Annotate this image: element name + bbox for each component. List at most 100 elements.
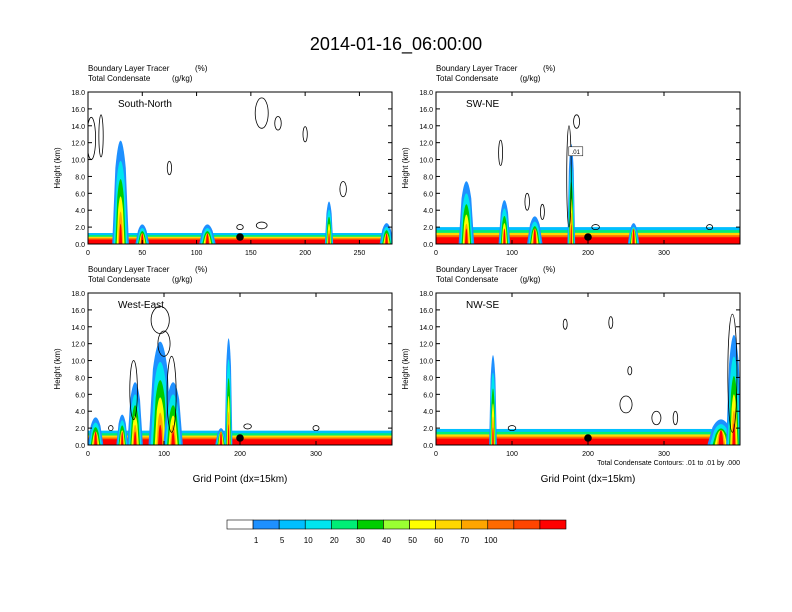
y-tick-label: 0.0 [423,443,433,450]
panels: 0.0 2.0 4.0 6.0 8.0 10.0 12.0 14.0 16.0 18.0 0 50 10… [53,64,741,485]
y-tick-label: 4.0 [423,409,433,416]
condensate-contour [98,114,104,158]
contour-label: .01 [572,150,581,156]
x-tick-label: 250 [354,250,366,257]
contour-info: Total Condensate Contours: .01 to .01 by… [597,460,740,467]
y-tick-label: 2.0 [423,426,433,433]
y-tick-label: 8.0 [75,375,85,382]
x-tick-label: 300 [310,451,322,458]
y-tick-label: 8.0 [75,174,85,181]
colorbar-swatch [435,519,462,530]
condensate-contour [619,395,633,414]
x-axis-label: Grid Point (dx=15km) [541,474,636,485]
colorbar-label: 40 [382,536,391,545]
condensate-contour [706,224,714,231]
x-axis-label: Grid Point (dx=15km) [193,474,288,485]
location-marker [584,434,592,442]
condensate-contour [608,316,614,329]
field-units: (%) [543,64,556,73]
field-title: Boundary Layer Tracer [436,64,518,73]
x-tick-label: 300 [658,250,670,257]
panel-west-east: 0.0 2.0 4.0 6.0 8.0 10.0 12.0 14.0 16.0 18.0 0 100 2… [53,265,393,485]
field-units: (%) [195,265,208,274]
tracer-plume [570,224,573,244]
y-tick-label: 10.0 [419,359,433,366]
colorbar: 1 5 10 20 30 40 50 60 70 100 [226,519,567,545]
x-tick-label: 0 [86,451,90,458]
plot-frame [435,292,741,446]
y-tick-label: 12.0 [71,141,85,148]
condensate-contour [255,221,268,230]
overlay-title: Total Condensate [88,275,151,284]
condensate-contour [627,366,633,376]
y-tick-label: 4.0 [75,409,85,416]
colorbar-swatch [357,519,384,530]
tracer-plume [133,431,137,445]
x-tick-label: 200 [582,250,594,257]
colorbar-label: 60 [434,536,443,545]
condensate-contour [573,114,581,129]
y-tick-label: 2.0 [75,426,85,433]
field-title: Boundary Layer Tracer [436,265,518,274]
colorbar-swatch [409,519,436,530]
condensate-contour [243,423,252,430]
tracer-plume [718,430,724,445]
condensate-contour [339,181,347,198]
field-units: (%) [195,64,208,73]
panel-label: SW-NE [466,99,499,110]
colorbar-label: 10 [304,536,313,545]
tracer-plume [205,233,209,244]
colorbar-label: 1 [254,536,259,545]
y-tick-label: 16.0 [419,308,433,315]
y-tick-label: 18.0 [71,291,85,298]
y-tick-label: 6.0 [423,191,433,198]
field-title: Boundary Layer Tracer [88,265,170,274]
condensate-contour [507,425,517,432]
plot-frame [87,91,393,245]
overlay-title: Total Condensate [88,74,151,83]
plot-area [88,306,392,445]
overlay-title: Total Condensate [436,74,499,83]
condensate-contour [566,125,572,228]
y-tick-label: 2.0 [75,225,85,232]
panel-label: West-East [118,300,164,311]
y-tick-label: 16.0 [71,107,85,114]
tracer-plume [140,233,144,244]
y-tick-label: 8.0 [423,375,433,382]
condensate-contour [108,425,114,432]
y-tick-label: 2.0 [423,225,433,232]
tracer-plume [227,424,230,445]
y-tick-label: 14.0 [419,325,433,332]
y-tick-label: 8.0 [423,174,433,181]
x-tick-label: 0 [434,250,438,257]
colorbar-label: 100 [484,536,498,545]
panel-nw-se: 0.0 2.0 4.0 6.0 8.0 10.0 12.0 14.0 16.0 18.0 0 100 2… [401,265,741,485]
y-axis-label: Height (km) [401,147,410,189]
overlay-units: (g/kg) [520,74,541,83]
y-tick-label: 12.0 [71,342,85,349]
field-title: Boundary Layer Tracer [88,64,170,73]
colorbar-swatch [539,519,567,530]
condensate-contour [274,116,282,131]
colorbar-swatch [383,519,410,530]
y-tick-label: 10.0 [71,359,85,366]
plot-area [88,97,392,244]
y-tick-label: 6.0 [423,392,433,399]
panel-label: South-North [118,99,172,110]
panel-label: NW-SE [466,300,499,311]
condensate-contour [166,160,172,176]
overlay-title: Total Condensate [436,275,499,284]
colorbar-label: 20 [330,536,339,545]
tracer-plume [328,233,330,244]
colorbar-label: 50 [408,536,417,545]
tracer-plume [219,431,223,445]
y-tick-label: 4.0 [75,208,85,215]
y-axis-label: Height (km) [401,348,410,390]
x-tick-label: 100 [506,250,518,257]
y-axis-label: Height (km) [53,147,62,189]
colorbar-swatch [487,519,515,530]
y-tick-label: 14.0 [71,325,85,332]
panel-south-north: 0.0 2.0 4.0 6.0 8.0 10.0 12.0 14.0 16.0 18.0 0 50 10… [53,64,393,257]
location-marker [236,434,244,442]
y-tick-label: 14.0 [419,124,433,131]
